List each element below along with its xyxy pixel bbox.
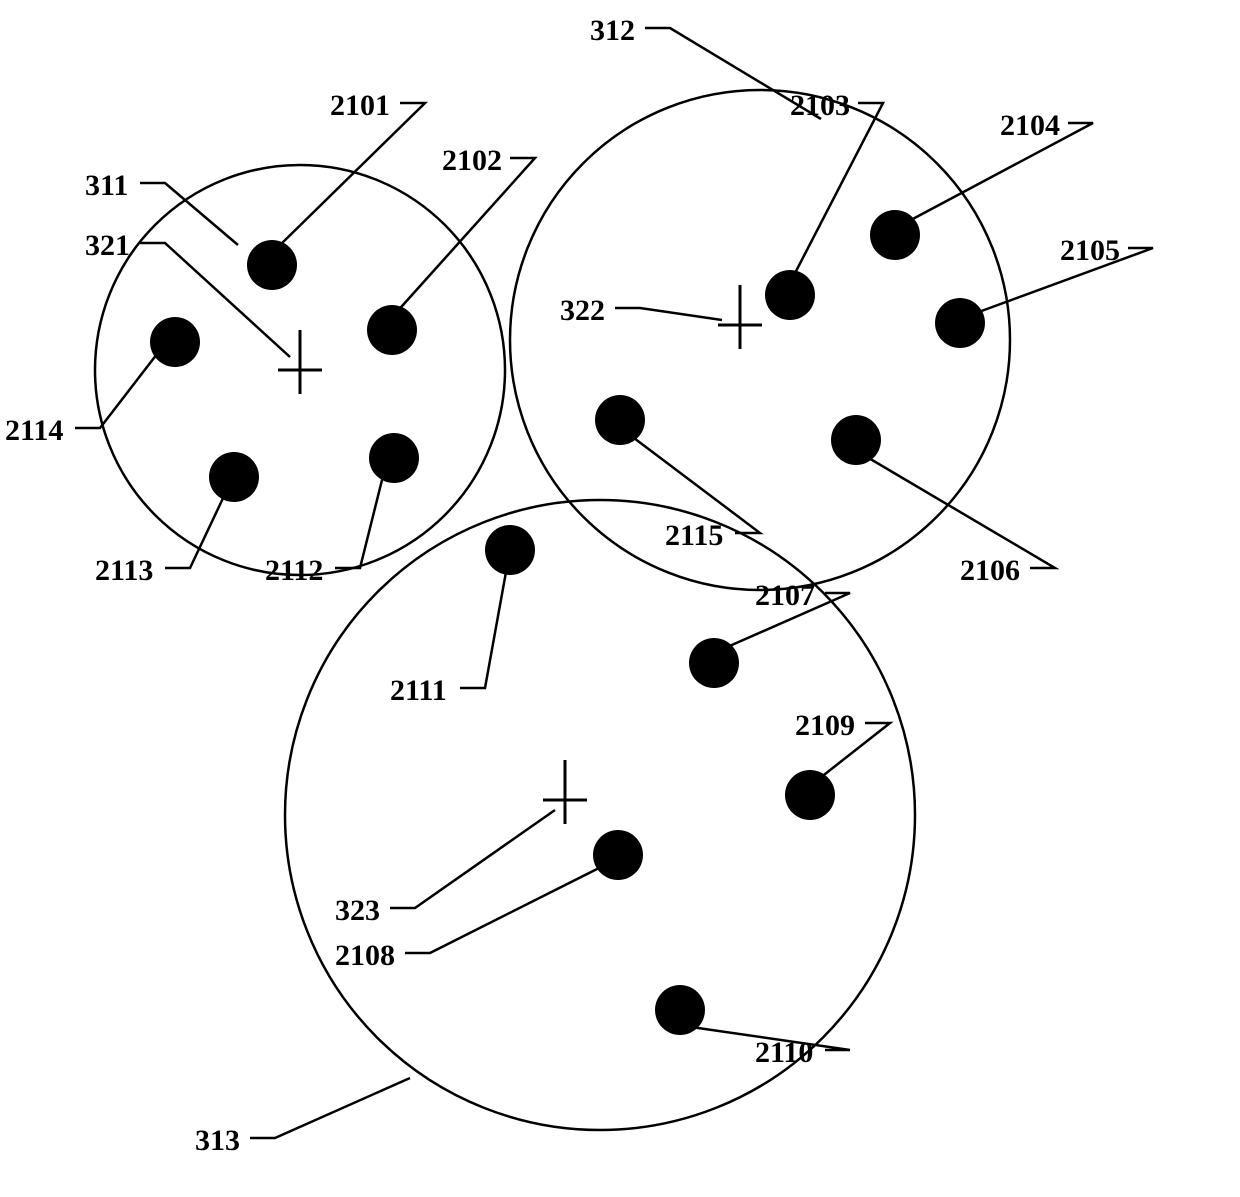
- label-2109: 2109: [795, 709, 855, 742]
- technical-diagram: 311 2101 2102 321 2114 2113 2112 312 2103 2104 210…: [0, 0, 1240, 1197]
- point-2112: [369, 433, 419, 483]
- label-312: 312: [590, 14, 635, 47]
- label-2105: 2105: [1060, 234, 1120, 267]
- label-2103: 2103: [790, 89, 850, 122]
- leader-2112: [335, 476, 383, 568]
- center-cross-321: [278, 330, 322, 394]
- point-2113: [209, 452, 259, 502]
- label-2114: 2114: [5, 414, 63, 447]
- point-2103: [765, 270, 815, 320]
- label-2106: 2106: [960, 554, 1020, 587]
- label-2104: 2104: [1000, 109, 1060, 142]
- label-2111: 2111: [390, 674, 447, 707]
- point-2109: [785, 770, 835, 820]
- label-323: 323: [335, 894, 380, 927]
- cluster-circle-312: [510, 90, 1010, 590]
- point-2101: [247, 240, 297, 290]
- label-2101: 2101: [330, 89, 390, 122]
- label-322: 322: [560, 294, 605, 327]
- label-2110: 2110: [755, 1036, 813, 1069]
- leader-2103: [793, 103, 883, 277]
- point-2115: [595, 395, 645, 445]
- leader-313: [250, 1078, 410, 1138]
- leader-311: [140, 183, 238, 245]
- label-311: 311: [85, 169, 128, 202]
- leader-323: [390, 810, 555, 908]
- leader-2108: [405, 866, 603, 953]
- leader-2101: [277, 103, 425, 248]
- label-2107: 2107: [755, 579, 815, 612]
- leader-2114: [75, 354, 157, 428]
- point-2108: [593, 830, 643, 880]
- label-321: 321: [85, 229, 130, 262]
- point-2105: [935, 298, 985, 348]
- label-2108: 2108: [335, 939, 395, 972]
- label-313: 313: [195, 1124, 240, 1157]
- point-2114: [150, 317, 200, 367]
- center-cross-322: [718, 285, 762, 349]
- point-2102: [367, 305, 417, 355]
- point-2106: [831, 415, 881, 465]
- leader-322: [615, 308, 722, 320]
- label-2115: 2115: [665, 519, 723, 552]
- point-2111: [485, 525, 535, 575]
- leader-2111: [460, 572, 506, 688]
- label-2113: 2113: [95, 554, 153, 587]
- label-2112: 2112: [265, 554, 323, 587]
- label-2102: 2102: [442, 144, 502, 177]
- point-2104: [870, 210, 920, 260]
